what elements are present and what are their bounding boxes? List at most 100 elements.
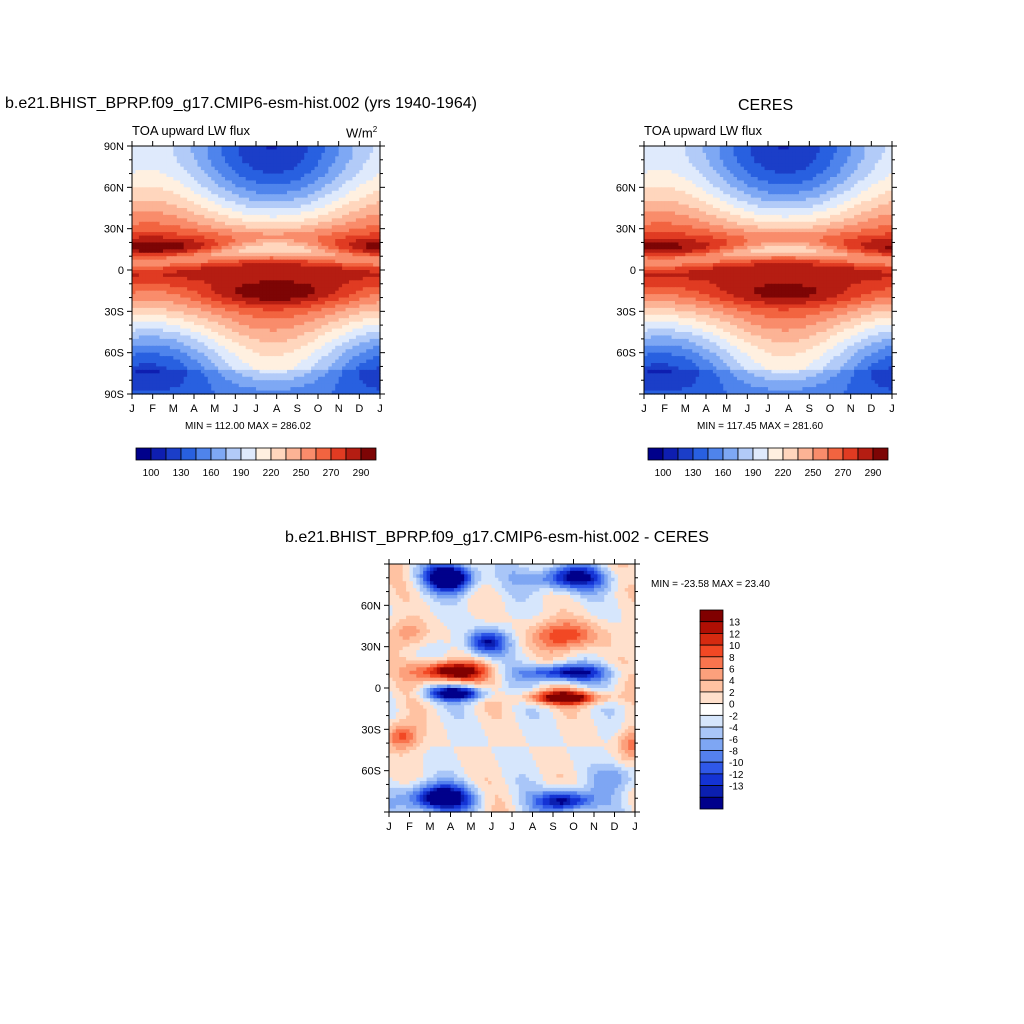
model-cell <box>287 304 291 308</box>
model-cell <box>370 205 374 209</box>
model-cell <box>263 322 267 326</box>
model-cell <box>356 146 360 150</box>
model-cell <box>363 246 367 250</box>
model-cell <box>191 349 195 353</box>
model-cell <box>242 211 246 215</box>
model-cell <box>256 311 260 315</box>
model-cell <box>266 315 270 319</box>
model-cell <box>239 160 243 164</box>
model-cell <box>160 349 164 353</box>
model-cell <box>297 211 301 215</box>
model-cell <box>173 366 177 370</box>
model-cell <box>135 225 139 229</box>
model-cell <box>332 356 336 360</box>
model-cell <box>352 291 356 295</box>
model-cell <box>321 291 325 295</box>
model-cell <box>263 339 267 343</box>
model-cell <box>287 353 291 357</box>
model-cell <box>153 253 157 257</box>
model-cell <box>153 180 157 184</box>
model-cell <box>239 294 243 298</box>
model-cell <box>132 260 136 264</box>
model-cell <box>349 198 353 202</box>
model-cell <box>304 356 308 360</box>
model-cell <box>253 146 257 150</box>
model-cell <box>135 246 139 250</box>
model-cell <box>273 322 277 326</box>
model-cell <box>301 325 305 329</box>
model-cell <box>259 208 263 212</box>
model-cell <box>315 273 319 277</box>
model-cell <box>335 346 339 350</box>
model-cell <box>352 201 356 205</box>
model-cell <box>142 315 146 319</box>
model-cell <box>277 146 281 150</box>
model-cell <box>246 287 250 291</box>
model-cell <box>201 225 205 229</box>
model-cell <box>297 322 301 326</box>
model-cell <box>170 308 174 312</box>
model-cell <box>311 304 315 308</box>
model-cell <box>304 270 308 274</box>
model-cell <box>180 301 184 305</box>
model-cell <box>297 225 301 229</box>
model-cell <box>342 201 346 205</box>
model-cell <box>135 149 139 153</box>
model-cell <box>149 242 153 246</box>
model-cell <box>270 184 274 188</box>
model-cell <box>346 353 350 357</box>
model-cell <box>359 339 363 343</box>
model-cell <box>335 284 339 288</box>
model-cell <box>373 184 377 188</box>
model-cell <box>197 167 201 171</box>
model-cell <box>373 349 377 353</box>
model-cell <box>166 291 170 295</box>
model-cell <box>332 201 336 205</box>
model-cell <box>208 149 212 153</box>
model-cell <box>222 349 226 353</box>
model-cell <box>335 167 339 171</box>
model-cell <box>363 156 367 160</box>
model-cell <box>270 263 274 267</box>
model-cell <box>197 184 201 188</box>
model-cell <box>363 153 367 157</box>
model-cell <box>373 146 377 150</box>
model-cell <box>197 232 201 236</box>
model-cell <box>321 184 325 188</box>
model-cell <box>280 215 284 219</box>
model-cell <box>270 256 274 260</box>
model-cell <box>173 380 177 384</box>
model-cell <box>201 315 205 319</box>
model-cell <box>284 222 288 226</box>
model-cell <box>139 322 143 326</box>
model-cell <box>225 177 229 181</box>
model-cell <box>301 236 305 240</box>
model-cell <box>263 370 267 374</box>
model-cell <box>180 249 184 253</box>
model-cell <box>363 363 367 367</box>
model-cell <box>242 301 246 305</box>
model-cell <box>191 205 195 209</box>
model-cell <box>249 339 253 343</box>
model-cell <box>215 284 219 288</box>
model-cell <box>163 339 167 343</box>
model-cell <box>235 356 239 360</box>
model-cell <box>228 191 232 195</box>
model-cell <box>153 353 157 357</box>
model-cell <box>142 160 146 164</box>
model-cell <box>270 208 274 212</box>
model-cell <box>135 280 139 284</box>
model-cell <box>153 249 157 253</box>
model-cell <box>294 311 298 315</box>
model-cell <box>139 218 143 222</box>
model-cell <box>349 380 353 384</box>
model-cell <box>373 301 377 305</box>
model-cell <box>277 187 281 191</box>
model-cell <box>277 201 281 205</box>
model-cell <box>284 284 288 288</box>
model-cell <box>249 208 253 212</box>
model-cell <box>232 332 236 336</box>
model-cell <box>242 294 246 298</box>
model-cell <box>239 322 243 326</box>
model-cell <box>308 346 312 350</box>
